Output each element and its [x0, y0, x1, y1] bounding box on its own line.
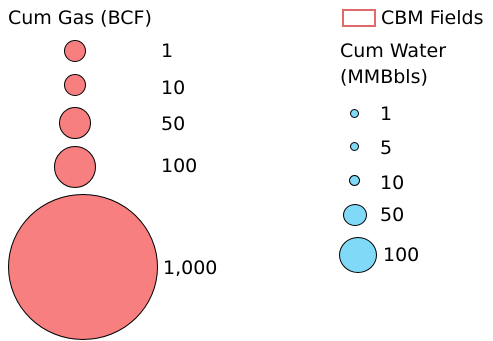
gas-legend-label: 1 [161, 40, 174, 62]
gas-legend-title: Cum Gas (BCF) [8, 7, 152, 29]
water-legend-label: 10 [380, 172, 405, 194]
water-legend-label: 100 [383, 244, 420, 266]
cbm-field-swatch-icon [342, 9, 376, 27]
water-legend-label: 50 [380, 204, 405, 226]
water-bubble-icon [349, 175, 360, 186]
water-legend-label: 5 [380, 137, 393, 159]
gas-bubble-icon [54, 146, 96, 188]
gas-bubble-icon [59, 107, 91, 139]
cbm-fields-label: CBM Fields [381, 7, 484, 29]
water-bubble-icon [350, 142, 359, 151]
gas-bubble-icon [64, 40, 86, 62]
gas-legend-label: 10 [161, 77, 186, 99]
gas-legend-label: 100 [161, 155, 198, 177]
water-bubble-icon [350, 109, 359, 118]
water-bubble-icon [343, 204, 367, 226]
gas-legend-label: 50 [161, 113, 186, 135]
gas-bubble-icon [8, 194, 158, 340]
water-bubble-icon [339, 237, 377, 273]
water-legend-title-line1: Cum Water [340, 40, 447, 62]
gas-bubble-icon [64, 74, 86, 96]
water-legend-label: 1 [380, 103, 393, 125]
gas-legend-label: 1,000 [163, 257, 218, 279]
water-legend-title-line2: (MMBbls) [340, 66, 428, 88]
